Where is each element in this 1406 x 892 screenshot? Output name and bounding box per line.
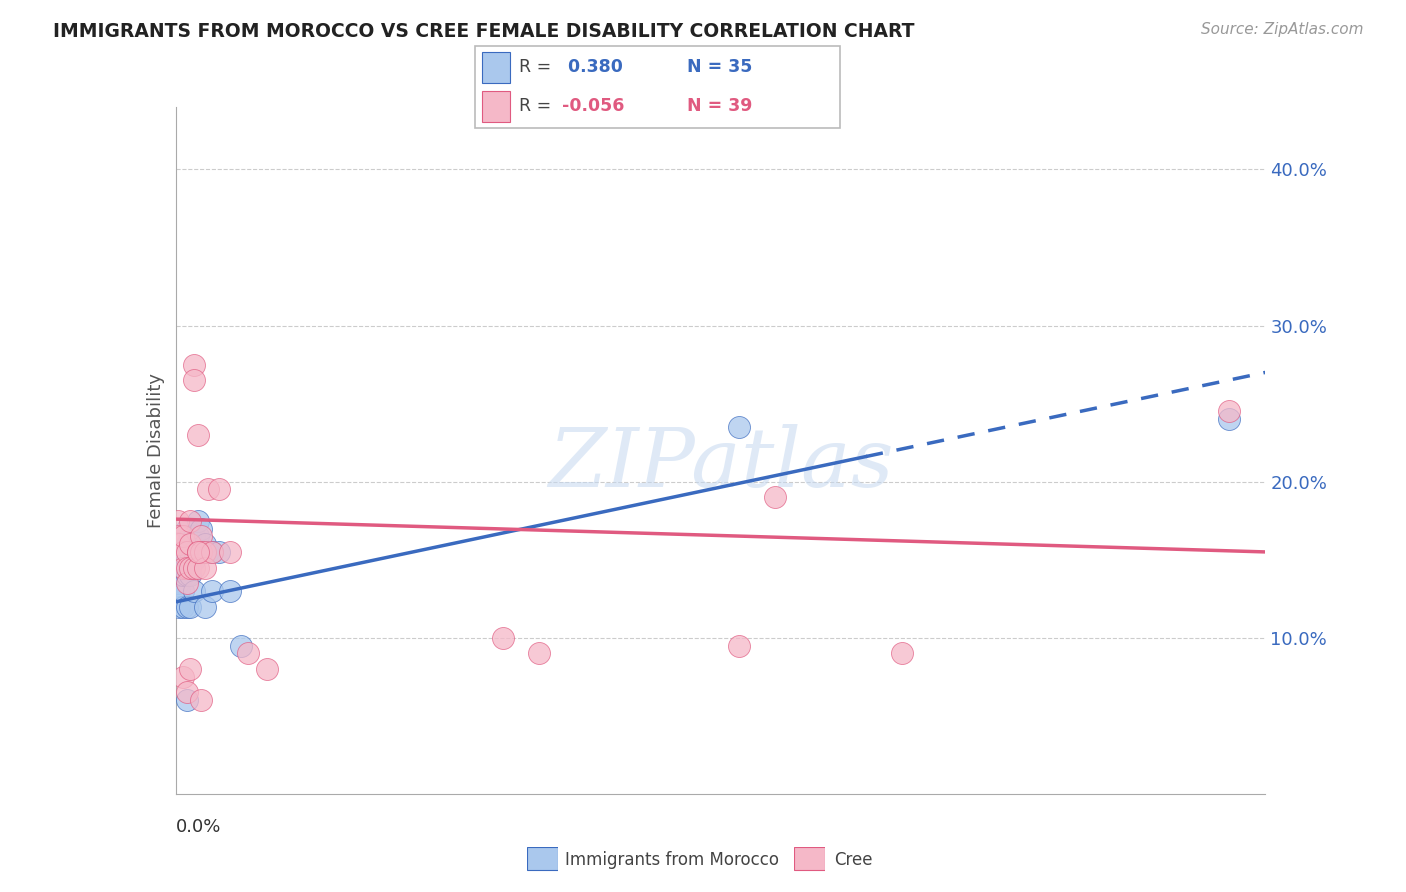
Point <box>763 490 786 504</box>
Point <box>179 560 201 574</box>
Point <box>179 599 201 614</box>
Point <box>194 599 217 614</box>
Point <box>190 529 212 543</box>
Point <box>256 662 278 676</box>
Point <box>176 599 198 614</box>
Point <box>219 545 242 559</box>
FancyBboxPatch shape <box>482 53 510 83</box>
Point <box>186 529 209 543</box>
Point <box>169 583 191 598</box>
Point <box>176 545 198 559</box>
Point <box>194 537 217 551</box>
Point <box>176 521 198 535</box>
Point <box>190 693 212 707</box>
Point <box>231 639 253 653</box>
Point <box>179 568 201 582</box>
Point <box>166 576 188 591</box>
Point <box>201 583 224 598</box>
Point <box>201 545 224 559</box>
Point <box>527 646 550 660</box>
FancyBboxPatch shape <box>527 847 558 870</box>
FancyBboxPatch shape <box>482 91 510 121</box>
FancyBboxPatch shape <box>475 46 839 128</box>
Y-axis label: Female Disability: Female Disability <box>146 373 165 528</box>
Point <box>208 483 231 497</box>
Point <box>190 545 212 559</box>
Point <box>186 514 209 528</box>
Text: Cree: Cree <box>834 851 872 869</box>
Point <box>172 560 194 574</box>
Point <box>169 599 191 614</box>
Point <box>172 599 194 614</box>
Text: R =: R = <box>519 97 551 115</box>
Point <box>891 646 914 660</box>
Point <box>172 552 194 567</box>
Point <box>169 568 191 582</box>
Text: Source: ZipAtlas.com: Source: ZipAtlas.com <box>1201 22 1364 37</box>
Point <box>186 545 209 559</box>
Point <box>169 537 191 551</box>
Point <box>172 545 194 559</box>
Point <box>201 545 224 559</box>
Point <box>492 631 515 645</box>
Text: 0.0%: 0.0% <box>176 818 221 836</box>
Point <box>194 545 217 559</box>
Point <box>179 552 201 567</box>
Point <box>183 529 205 543</box>
Point <box>183 583 205 598</box>
Point <box>172 583 194 598</box>
Point <box>194 560 217 574</box>
Point <box>727 420 749 434</box>
Point <box>183 358 205 372</box>
Point <box>186 545 209 559</box>
Point <box>179 529 201 543</box>
Point <box>172 670 194 684</box>
Point <box>172 568 194 582</box>
Point <box>238 646 260 660</box>
Point <box>176 537 198 551</box>
Text: R =: R = <box>519 59 551 77</box>
Point <box>172 529 194 543</box>
Point <box>727 639 749 653</box>
Point <box>197 545 219 559</box>
Point <box>176 693 198 707</box>
Point <box>179 662 201 676</box>
Point <box>183 552 205 567</box>
FancyBboxPatch shape <box>794 847 825 870</box>
Point <box>176 552 198 567</box>
Text: IMMIGRANTS FROM MOROCCO VS CREE FEMALE DISABILITY CORRELATION CHART: IMMIGRANTS FROM MOROCCO VS CREE FEMALE D… <box>53 22 915 41</box>
Point <box>179 514 201 528</box>
Point <box>176 576 198 591</box>
Point <box>176 560 198 574</box>
Point <box>208 545 231 559</box>
Point <box>186 560 209 574</box>
Point <box>1218 404 1240 418</box>
Text: ZIPatlas: ZIPatlas <box>548 425 893 504</box>
Point <box>179 537 201 551</box>
Point <box>1218 412 1240 426</box>
Text: N = 35: N = 35 <box>688 59 752 77</box>
Text: 0.380: 0.380 <box>562 59 623 77</box>
Point <box>190 545 212 559</box>
Point <box>183 560 205 574</box>
Text: Immigrants from Morocco: Immigrants from Morocco <box>565 851 779 869</box>
Text: -0.056: -0.056 <box>562 97 624 115</box>
Point <box>190 521 212 535</box>
Point <box>183 373 205 387</box>
Point <box>176 568 198 582</box>
Point <box>197 483 219 497</box>
Text: N = 39: N = 39 <box>688 97 752 115</box>
Point <box>166 514 188 528</box>
Point <box>186 427 209 442</box>
Point <box>176 685 198 699</box>
Point <box>219 583 242 598</box>
Point <box>169 529 191 543</box>
